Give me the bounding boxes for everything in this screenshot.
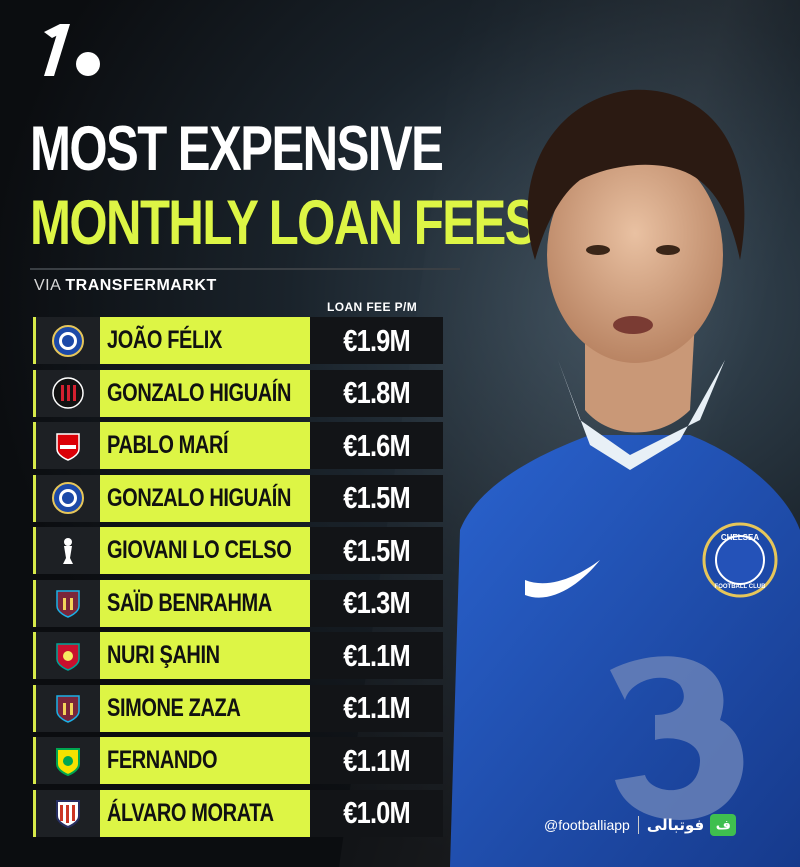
chelsea-crest-icon bbox=[52, 482, 84, 514]
loan-fee: €1.8M bbox=[343, 375, 410, 410]
player-name: JOÃO FÉLIX bbox=[107, 326, 222, 354]
player-name-cell: SIMONE ZAZA bbox=[100, 684, 310, 732]
loan-fee: €1.3M bbox=[343, 585, 410, 620]
table-row: GIOVANI LO CELSO €1.5M bbox=[33, 527, 443, 574]
table-row: SAÏD BENRAHMA €1.3M bbox=[33, 579, 443, 627]
table-row: SIMONE ZAZA €1.1M bbox=[33, 684, 443, 732]
west-ham-crest-icon bbox=[56, 695, 80, 723]
loan-fee-cell: €1.1M bbox=[310, 737, 443, 784]
club-crest-cell bbox=[33, 737, 100, 784]
table-row: ÁLVARO MORATA €1.0M bbox=[33, 789, 443, 837]
player-name-cell: ÁLVARO MORATA bbox=[100, 789, 310, 837]
player-name: PABLO MARÍ bbox=[107, 431, 229, 459]
footballi-logo-icon: ف bbox=[710, 814, 737, 836]
tottenham-crest-icon bbox=[63, 537, 73, 564]
ac-milan-crest-icon bbox=[52, 377, 84, 409]
player-name-cell: FERNANDO bbox=[100, 737, 310, 784]
loan-fee: €1.5M bbox=[343, 532, 410, 568]
club-crest-cell bbox=[33, 632, 100, 679]
loan-fee-table: JOÃO FÉLIX €1.9M GONZALO HIGUAÍN €1.8M PABLO… bbox=[33, 317, 443, 842]
loan-fee-cell: €1.5M bbox=[310, 527, 443, 574]
club-crest-cell bbox=[33, 422, 100, 469]
title-divider bbox=[30, 268, 460, 270]
player-name: SAÏD BENRAHMA bbox=[107, 588, 272, 617]
loan-fee: €1.9M bbox=[343, 322, 410, 358]
player-name: SIMONE ZAZA bbox=[107, 693, 241, 722]
source-credit: VIA TRANSFERMARKT bbox=[34, 277, 217, 295]
loan-fee: €1.6M bbox=[343, 427, 410, 463]
arsenal-crest-icon bbox=[56, 432, 80, 461]
jersey-crest-subtext: FOOTBALL CLUB bbox=[715, 584, 767, 590]
source-prefix: VIA bbox=[34, 277, 61, 294]
loan-fee-cell: €1.1M bbox=[310, 684, 443, 732]
watermark-brand: فوتبالی bbox=[646, 817, 705, 834]
loan-fee-cell: €1.0M bbox=[310, 789, 443, 837]
watermark-handle: @footballiapp bbox=[544, 817, 630, 833]
table-row: JOÃO FÉLIX €1.9M bbox=[33, 317, 443, 364]
title-line-2: MONTHLY LOAN FEES bbox=[30, 188, 537, 258]
player-name-cell: JOÃO FÉLIX bbox=[100, 317, 310, 364]
loan-fee-cell: €1.8M bbox=[310, 369, 443, 417]
loan-fee: €1.1M bbox=[343, 690, 410, 725]
player-name-cell: PABLO MARÍ bbox=[100, 422, 310, 469]
player-name-cell: GONZALO HIGUAÍN bbox=[100, 369, 310, 417]
table-row: FERNANDO €1.1M bbox=[33, 737, 443, 784]
watermark-divider bbox=[637, 816, 639, 834]
source-name: TRANSFERMARKT bbox=[65, 277, 217, 294]
west-ham-crest-icon bbox=[56, 590, 80, 618]
club-crest-cell bbox=[33, 527, 100, 574]
player-name-cell: GIOVANI LO CELSO bbox=[100, 527, 310, 574]
club-crest-cell bbox=[33, 579, 100, 627]
table-row: NURI ŞAHIN €1.1M bbox=[33, 632, 443, 679]
column-header-loan-fee: LOAN FEE P/M bbox=[327, 300, 418, 314]
title-line-1: MOST EXPENSIVE bbox=[30, 114, 444, 184]
club-crest-cell bbox=[33, 684, 100, 732]
player-name: GIOVANI LO CELSO bbox=[107, 536, 292, 564]
loan-fee: €1.1M bbox=[343, 742, 410, 778]
table-row: GONZALO HIGUAÍN €1.5M bbox=[33, 474, 443, 522]
loan-fee-cell: €1.9M bbox=[310, 317, 443, 364]
player-name-cell: GONZALO HIGUAÍN bbox=[100, 474, 310, 522]
table-row: PABLO MARÍ €1.6M bbox=[33, 422, 443, 469]
player-name: GONZALO HIGUAÍN bbox=[107, 378, 291, 407]
loan-fee-cell: €1.5M bbox=[310, 474, 443, 522]
club-crest-cell bbox=[33, 369, 100, 417]
chelsea-crest-icon bbox=[52, 324, 84, 357]
loan-fee: €1.5M bbox=[343, 480, 410, 515]
liverpool-crest-icon bbox=[56, 642, 80, 671]
club-crest-cell bbox=[33, 789, 100, 837]
onefootball-logo bbox=[44, 24, 100, 76]
player-photo: CHELSEA FOOTBALL CLUB bbox=[450, 89, 800, 867]
player-name: FERNANDO bbox=[107, 746, 218, 774]
player-name-cell: NURI ŞAHIN bbox=[100, 632, 310, 679]
loan-fee: €1.1M bbox=[343, 637, 410, 673]
jersey-crest-text: CHELSEA bbox=[721, 533, 759, 542]
table-row: GONZALO HIGUAÍN €1.8M bbox=[33, 369, 443, 417]
player-name: GONZALO HIGUAÍN bbox=[107, 483, 291, 512]
loan-fee-cell: €1.3M bbox=[310, 579, 443, 627]
atletico-crest-icon bbox=[56, 800, 80, 829]
norwich-crest-icon bbox=[56, 747, 80, 776]
club-crest-cell bbox=[33, 317, 100, 364]
player-name: ÁLVARO MORATA bbox=[107, 798, 274, 827]
loan-fee-cell: €1.6M bbox=[310, 422, 443, 469]
player-name-cell: SAÏD BENRAHMA bbox=[100, 579, 310, 627]
club-crest-cell bbox=[33, 474, 100, 522]
loan-fee: €1.0M bbox=[343, 795, 410, 830]
watermark: @footballiapp فوتبالی ف bbox=[544, 812, 737, 838]
loan-fee-cell: €1.1M bbox=[310, 632, 443, 679]
player-name: NURI ŞAHIN bbox=[107, 641, 220, 669]
